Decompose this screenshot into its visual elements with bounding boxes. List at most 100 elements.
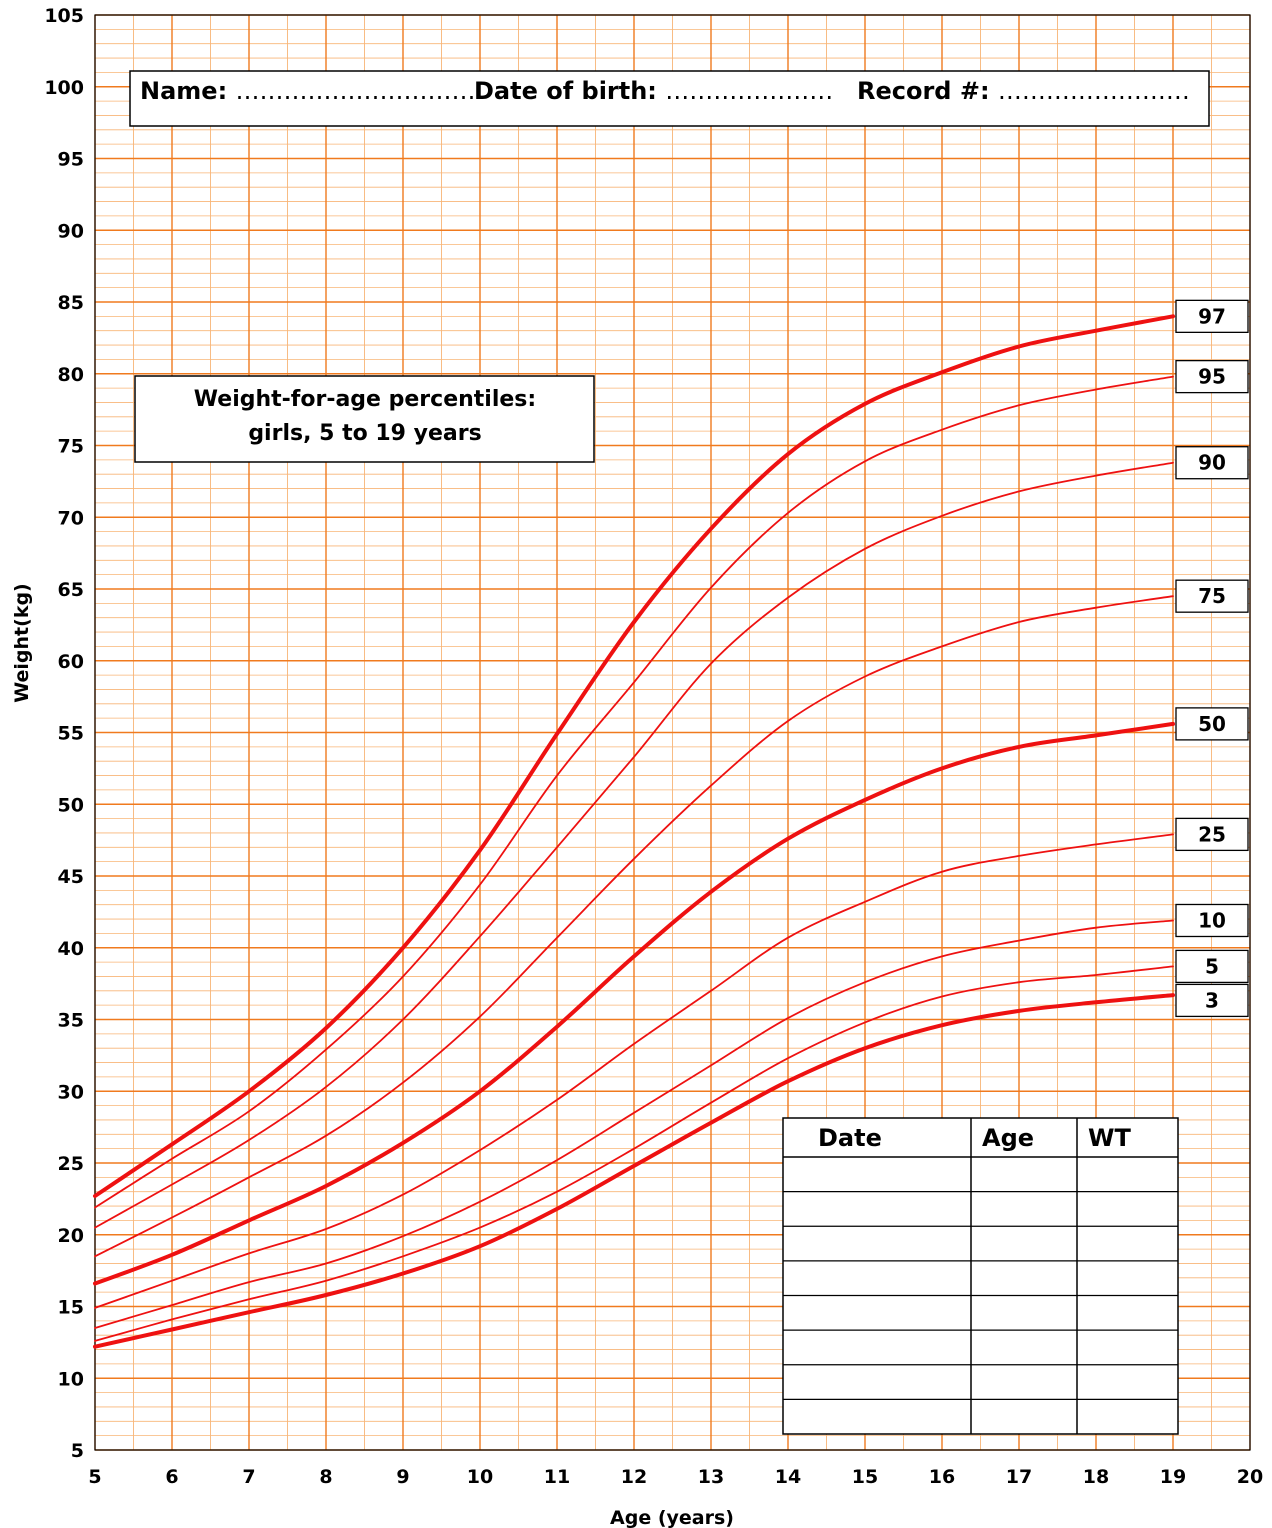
percentile-label-box	[1175, 949, 1249, 984]
y-tick-label: 55	[58, 723, 84, 745]
percentile-label-box	[1175, 983, 1249, 1018]
patient-info-frame	[129, 70, 1210, 127]
y-tick-label: 25	[58, 1153, 84, 1175]
x-tick-label: 10	[467, 1466, 493, 1488]
x-tick-label: 12	[621, 1466, 647, 1488]
percentile-label-75: 75	[1175, 579, 1249, 613]
record-field[interactable]: ……………………	[998, 77, 1190, 105]
record-table-header-age: Age	[982, 1124, 1034, 1152]
plot-frame	[94, 14, 1251, 1451]
record-table-frame	[782, 1117, 1179, 1435]
percentile-curve-50	[93, 721, 1175, 1286]
y-tick-label: 5	[71, 1440, 84, 1462]
percentile-label-box	[1175, 817, 1249, 852]
percentile-curve-75	[94, 595, 1174, 1258]
percentile-label-95: 95	[1175, 359, 1249, 394]
chart-subtitle: girls, 5 to 19 years	[248, 421, 481, 446]
percentile-label-box	[1175, 359, 1249, 394]
x-tick-labels: 5 6 7 8 9 10 11 12 13 14 15 16 17 18 19 20	[88, 1466, 1263, 1488]
y-tick-label: 45	[58, 866, 84, 888]
y-tick-label: 75	[58, 436, 84, 458]
percentile-curves	[93, 314, 1175, 1349]
x-tick-label: 7	[242, 1466, 255, 1488]
percentile-label-text: 25	[1198, 822, 1226, 846]
svg-text:Name: …………………………: Name: …………………………	[140, 77, 476, 105]
y-tick-label: 35	[58, 1010, 84, 1032]
percentile-label-box	[1175, 446, 1249, 480]
y-tick-label: 70	[58, 507, 84, 529]
percentile-curve-3	[93, 993, 1175, 1349]
name-label: Name:	[140, 77, 227, 105]
x-tick-label: 13	[698, 1466, 724, 1488]
y-tick-label: 100	[44, 77, 84, 99]
percentile-label-25: 25	[1175, 817, 1249, 852]
y-tick-label: 20	[58, 1225, 84, 1247]
x-tick-label: 19	[1160, 1466, 1186, 1488]
y-tick-label: 80	[58, 364, 84, 386]
percentile-label-text: 90	[1198, 451, 1226, 475]
x-tick-label: 16	[929, 1466, 955, 1488]
percentile-curve-95	[94, 375, 1174, 1209]
record-label: Record #:	[857, 77, 990, 105]
record-table-header-date: Date	[818, 1124, 882, 1152]
svg-text:Date of birth: …………………: Date of birth: …………………	[474, 77, 833, 105]
y-tick-label: 90	[58, 220, 84, 242]
x-tick-label: 5	[88, 1466, 101, 1488]
percentile-label-text: 95	[1198, 365, 1226, 389]
y-tick-label: 50	[58, 794, 84, 816]
y-tick-label: 15	[58, 1297, 84, 1319]
percentile-label-box	[1175, 299, 1249, 334]
dob-field[interactable]: …………………	[665, 77, 833, 105]
x-tick-label: 15	[852, 1466, 878, 1488]
percentile-label-3: 3	[1175, 983, 1249, 1018]
percentile-curve-10	[94, 919, 1174, 1329]
y-tick-label: 60	[58, 651, 84, 673]
x-tick-label: 6	[165, 1466, 178, 1488]
patient-info-box: Name: ………………………… Date of birth: ………………… …	[129, 70, 1210, 127]
y-tick-label: 40	[58, 938, 84, 960]
chart-title-box: Weight-for-age percentiles: girls, 5 to …	[134, 375, 595, 463]
y-tick-label: 65	[58, 579, 84, 601]
x-tick-label: 20	[1237, 1466, 1263, 1488]
name-field[interactable]: …………………………	[236, 77, 476, 105]
percentile-label-text: 75	[1198, 584, 1226, 608]
y-tick-label: 95	[58, 149, 84, 171]
percentile-label-box	[1175, 579, 1249, 613]
percentile-label-text: 10	[1198, 908, 1226, 932]
percentile-label-text: 50	[1198, 712, 1226, 736]
percentile-label-box	[1175, 903, 1249, 938]
percentile-label-90: 90	[1175, 446, 1249, 480]
y-tick-labels: 5 10 15 20 25 30 35 40 45 50 55 60 65 70 75 80 85 90 95 100…	[44, 5, 84, 1462]
dob-label: Date of birth:	[474, 77, 657, 105]
percentile-label-10: 10	[1175, 903, 1249, 938]
chart-title: Weight-for-age percentiles:	[194, 387, 536, 412]
record-table: Date Age WT	[782, 1117, 1179, 1435]
percentile-label-box	[1175, 707, 1249, 741]
x-tick-label: 17	[1006, 1466, 1032, 1488]
x-tick-label: 18	[1083, 1466, 1109, 1488]
percentile-label-97: 97	[1175, 299, 1249, 334]
percentile-curve-97	[93, 314, 1175, 1198]
percentile-curve-5	[94, 965, 1174, 1342]
percentile-curve-90	[94, 461, 1174, 1229]
chart-title-frame	[134, 375, 595, 463]
y-tick-label: 105	[44, 5, 84, 27]
x-axis-title: Age (years)	[610, 1507, 734, 1528]
x-tick-label: 8	[319, 1466, 332, 1488]
y-tick-label: 85	[58, 292, 84, 314]
x-tick-label: 14	[775, 1466, 801, 1488]
y-axis-title: Weight(kg)	[11, 583, 33, 703]
svg-text:Record #: ……………………: Record #: ……………………	[857, 77, 1190, 105]
x-tick-label: 11	[544, 1466, 570, 1488]
percentile-curve-25	[94, 833, 1174, 1309]
percentile-label-50: 50	[1175, 707, 1249, 741]
y-tick-label: 10	[58, 1368, 84, 1390]
y-tick-label: 30	[58, 1081, 84, 1103]
percentile-label-text: 97	[1198, 304, 1226, 328]
percentile-labels: 97 95 90 75 50 25 10 5 3	[1175, 299, 1249, 1018]
record-table-rows	[783, 1190, 1178, 1401]
percentile-label-text: 5	[1205, 954, 1219, 978]
percentile-label-text: 3	[1205, 988, 1219, 1012]
percentile-label-5: 5	[1175, 949, 1249, 984]
